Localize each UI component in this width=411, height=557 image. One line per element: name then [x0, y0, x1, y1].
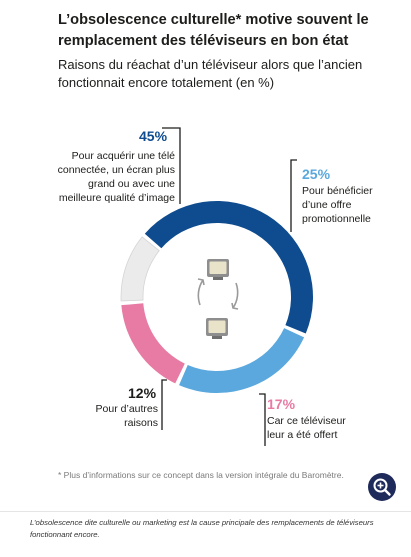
- segment-connected-tv: [144, 200, 314, 334]
- caption: L’obsolescence dite culturelle ou market…: [30, 518, 374, 539]
- leader-line: [161, 379, 167, 430]
- leader-line: [259, 393, 266, 446]
- category-label-connected-tv: Pour acquérir une télé connectée, un écr…: [57, 150, 175, 204]
- chart-subtitle: Raisons du réachat d’un téléviseur alors…: [58, 57, 363, 90]
- tv-icon: [207, 259, 229, 280]
- category-label-gift: Car ce téléviseur leur a été offert: [267, 415, 346, 441]
- segment-promotion: [179, 328, 305, 394]
- separator: [0, 511, 411, 512]
- center-illustration: [197, 259, 239, 339]
- tv-icon: [206, 318, 228, 339]
- value-label-connected-tv: 45%: [139, 128, 168, 144]
- segment-other: [120, 236, 160, 302]
- chart-title: L’obsolescence culturelle* motive souven…: [58, 12, 369, 49]
- leader-line: [290, 159, 297, 232]
- category-label-promotion: Pour bénéficier d’une offre promotionnel…: [302, 185, 373, 225]
- value-label-other: 12%: [128, 385, 157, 401]
- leader-line: [162, 127, 181, 204]
- cycle-arrows-icon: [197, 278, 239, 310]
- segment-gift: [121, 303, 185, 384]
- value-label-promotion: 25%: [302, 166, 331, 182]
- value-label-gift: 17%: [267, 396, 296, 412]
- zoom-in-icon: [373, 478, 391, 496]
- footnote: * Plus d’informations sur ce concept dan…: [58, 470, 344, 480]
- zoom-button[interactable]: [368, 473, 396, 501]
- category-label-other: Pour d’autres raisons: [95, 403, 158, 429]
